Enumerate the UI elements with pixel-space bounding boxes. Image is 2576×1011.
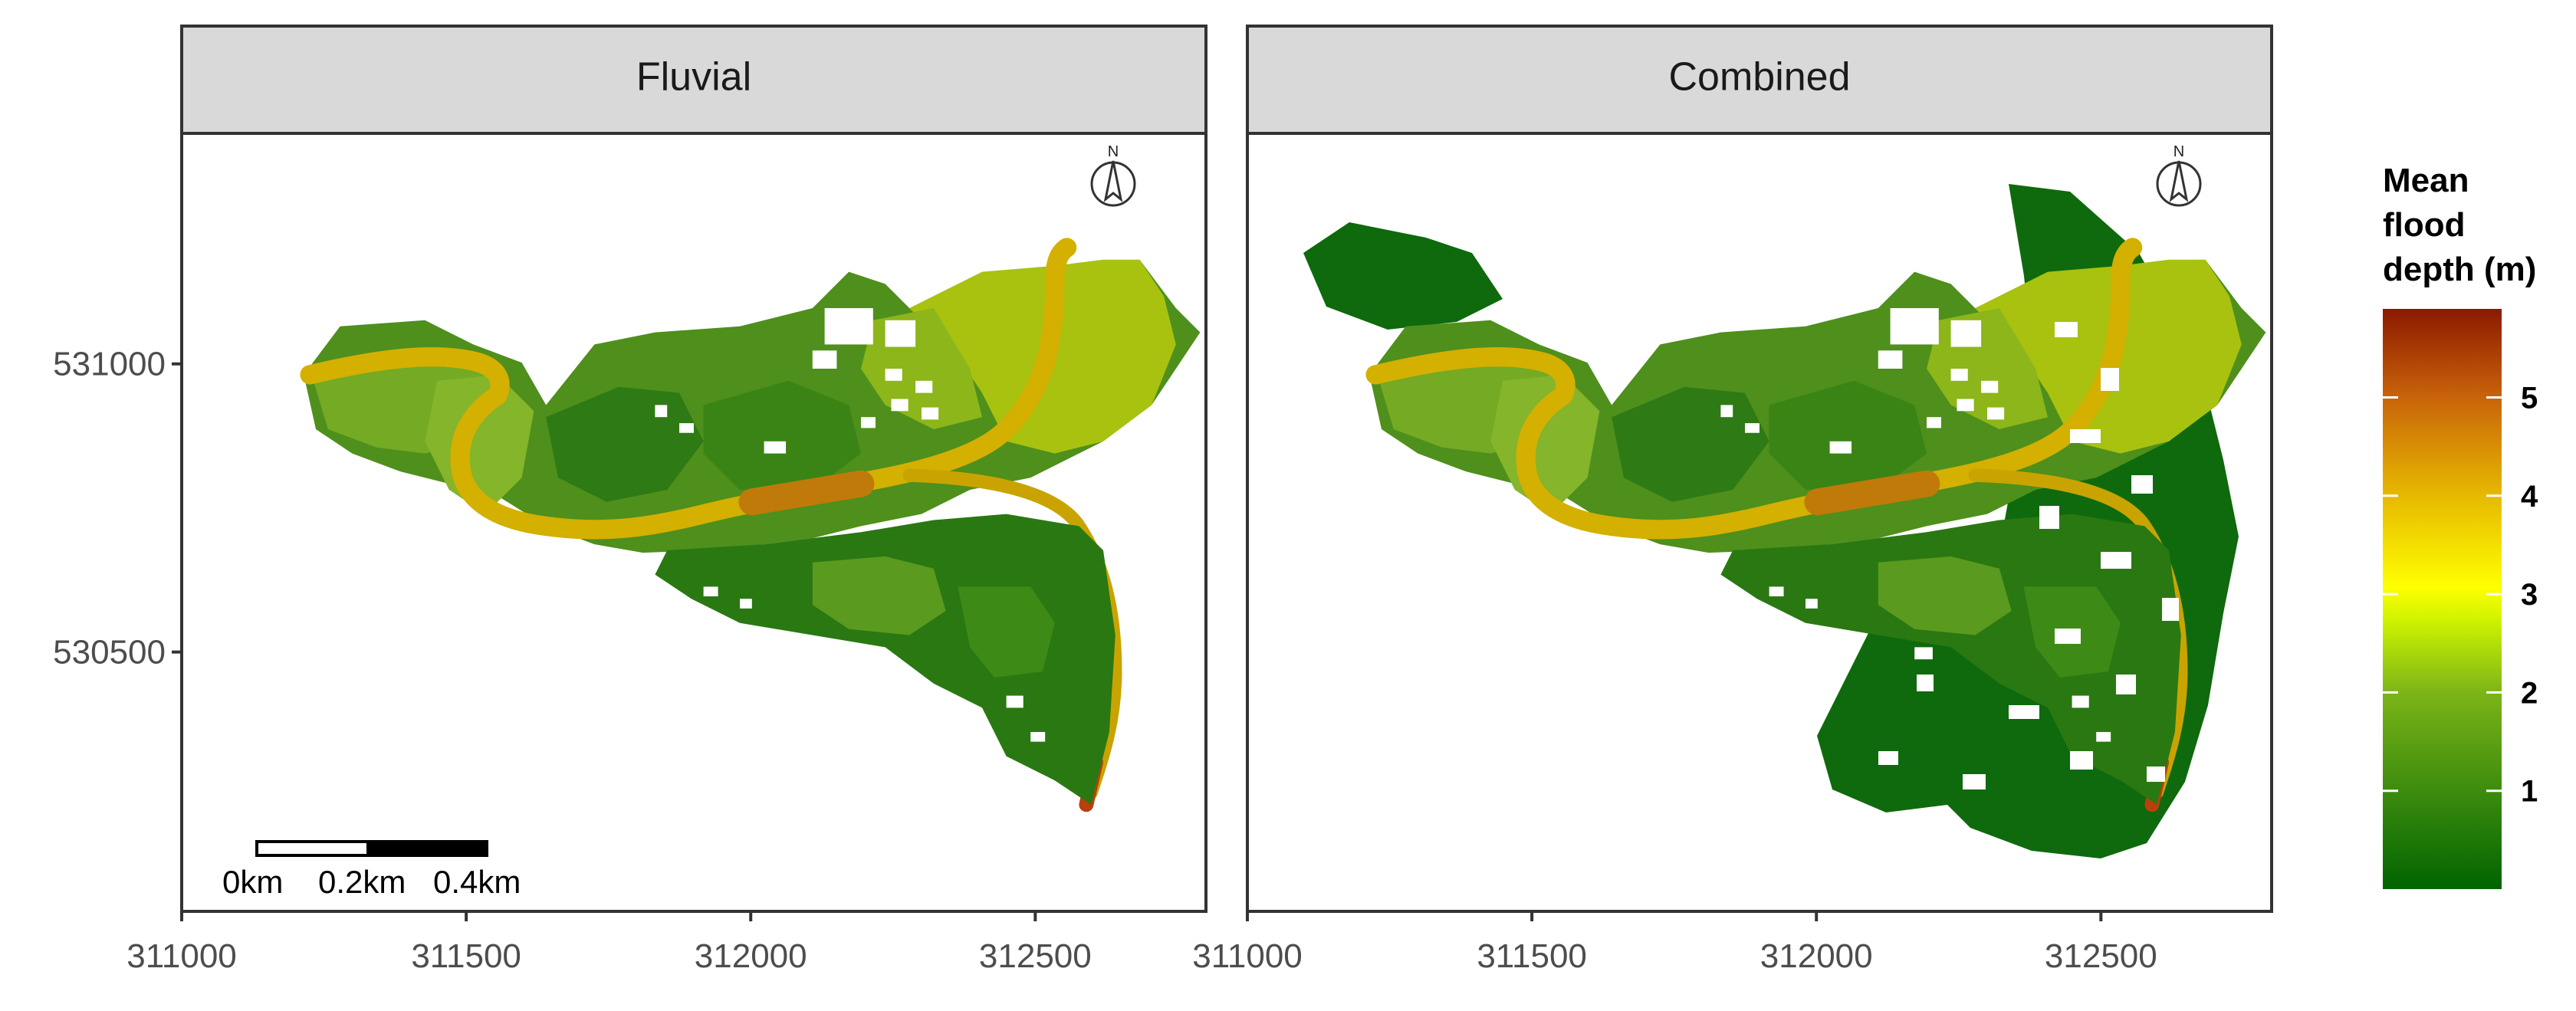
- legend-tick-label: 3: [2521, 578, 2538, 612]
- north-arrow-icon: N: [2156, 143, 2202, 207]
- legend-tick-label: 1: [2521, 775, 2538, 809]
- legend-title-line-1: Mean: [2383, 162, 2469, 199]
- legend-ticks: 1 2 3 4 5: [2383, 381, 2538, 809]
- scale-label-1: 0.2km: [318, 864, 406, 900]
- legend-title-line-3: depth (m): [2383, 251, 2536, 288]
- x-axis-combined: 311000 311500 312000 312500: [1192, 911, 2157, 975]
- legend-tick-label: 4: [2521, 480, 2538, 514]
- x-tick-label: 311000: [1192, 937, 1303, 975]
- x-tick-label: 311000: [127, 937, 237, 975]
- legend: Mean flood depth (m) 1 2 3 4 5: [2383, 162, 2538, 889]
- legend-colorbar: [2383, 309, 2502, 889]
- x-tick-label: 312500: [979, 937, 1092, 975]
- flood-extent-combined: [1303, 184, 2266, 858]
- strip-fluvial: [180, 25, 1208, 135]
- x-axis-fluvial: 311000 311500 312000 312500: [127, 911, 1092, 975]
- x-tick-label: 311500: [411, 937, 521, 975]
- legend-title-line-2: flood: [2383, 206, 2466, 244]
- y-tick-label: 531000: [53, 346, 166, 383]
- x-tick-label: 312000: [695, 937, 807, 975]
- scale-bar: 0km 0.2km 0.4km: [222, 840, 521, 900]
- panel-title-combined: Combined: [1668, 55, 1850, 100]
- x-tick-label: 312000: [1760, 937, 1873, 975]
- legend-tick-label: 5: [2521, 381, 2538, 415]
- svg-text:N: N: [2174, 143, 2184, 160]
- panel-combined: Combined: [1246, 25, 2273, 913]
- x-tick-label: 311500: [1477, 937, 1587, 975]
- panel-title-fluvial: Fluvial: [636, 55, 751, 100]
- x-tick-label: 312500: [2045, 937, 2157, 975]
- y-tick-label: 530500: [53, 634, 166, 671]
- strip-combined: [1246, 25, 2273, 135]
- scale-label-2: 0.4km: [433, 864, 521, 900]
- legend-tick-label: 2: [2521, 676, 2538, 710]
- north-arrow-icon: N: [1090, 143, 1136, 207]
- y-axis: 531000 530500: [53, 346, 182, 671]
- panel-fluvial: Fluvial N 0km 0.2km 0.4km: [180, 25, 1208, 913]
- svg-text:N: N: [1108, 143, 1119, 160]
- scale-label-0: 0km: [222, 864, 283, 900]
